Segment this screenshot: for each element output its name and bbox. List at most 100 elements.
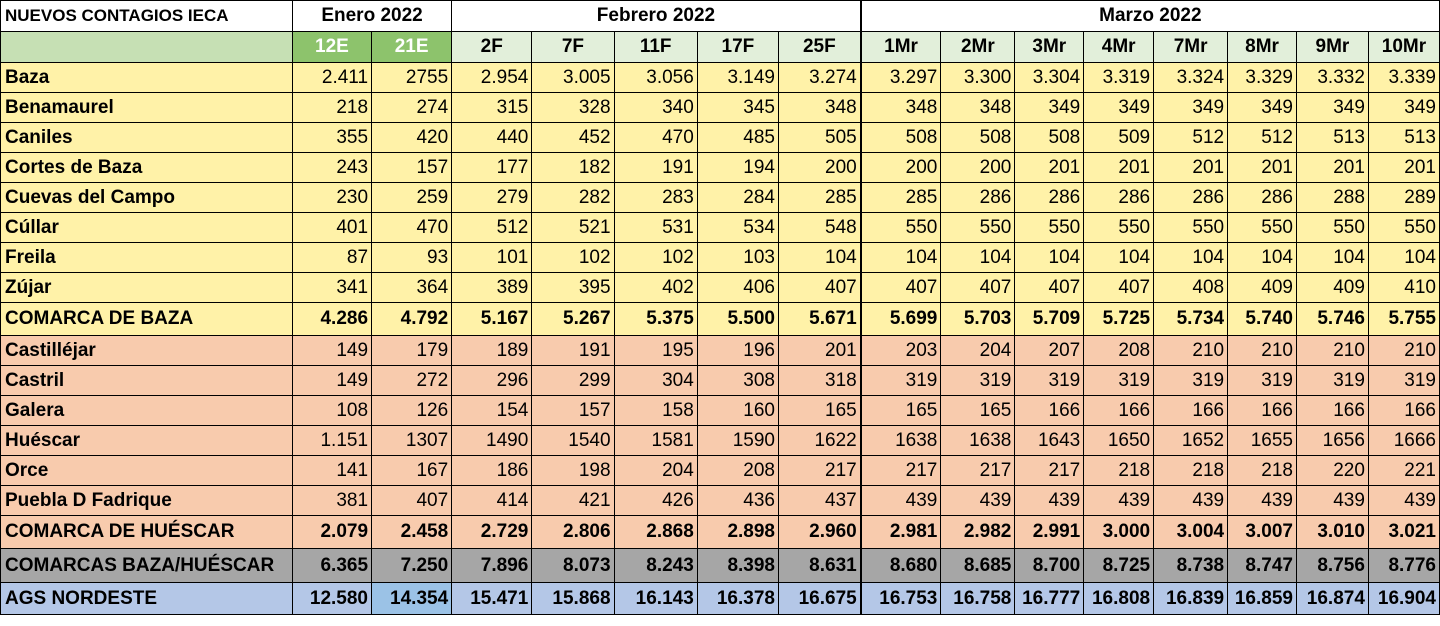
row-label[interactable]: Baza (0, 62, 293, 93)
value-cell[interactable]: 319 (1295, 365, 1369, 396)
value-cell[interactable]: 108 (291, 395, 373, 426)
value-cell[interactable]: 283 (613, 182, 698, 213)
value-cell[interactable]: 328 (531, 92, 615, 123)
value-cell[interactable]: 8.631 (777, 548, 862, 583)
value-cell[interactable]: 308 (696, 365, 779, 396)
value-cell[interactable]: 198 (531, 455, 615, 486)
date-header-11f[interactable]: 11F (613, 31, 698, 63)
value-cell[interactable]: 200 (777, 152, 862, 183)
value-cell[interactable]: 340 (613, 92, 698, 123)
value-cell[interactable]: 348 (777, 92, 862, 123)
row-label[interactable]: Zújar (0, 272, 293, 303)
value-cell[interactable]: 509 (1083, 122, 1155, 153)
value-cell[interactable]: 437 (777, 485, 862, 516)
value-cell[interactable]: 2.898 (696, 515, 779, 549)
value-cell[interactable]: 550 (1227, 212, 1297, 243)
value-cell[interactable]: 208 (1083, 335, 1155, 366)
value-cell[interactable]: 348 (859, 92, 942, 123)
value-cell[interactable]: 230 (291, 182, 373, 213)
value-cell[interactable]: 194 (696, 152, 779, 183)
value-cell[interactable]: 16.904 (1367, 582, 1440, 615)
value-cell[interactable]: 16.378 (696, 582, 779, 615)
value-cell[interactable]: 4.792 (371, 302, 453, 336)
value-cell[interactable]: 8.738 (1153, 548, 1229, 583)
value-cell[interactable]: 414 (451, 485, 533, 516)
value-cell[interactable]: 201 (1367, 152, 1440, 183)
value-cell[interactable]: 104 (777, 242, 862, 273)
value-cell[interactable]: 2.954 (451, 62, 533, 93)
value-cell[interactable]: 1638 (859, 425, 942, 456)
value-cell[interactable]: 2.960 (777, 515, 862, 549)
value-cell[interactable]: 508 (1014, 122, 1085, 153)
value-cell[interactable]: 319 (1014, 365, 1085, 396)
value-cell[interactable]: 349 (1014, 92, 1085, 123)
value-cell[interactable]: 167 (371, 455, 453, 486)
value-cell[interactable]: 282 (531, 182, 615, 213)
value-cell[interactable]: 16.859 (1227, 582, 1297, 615)
value-cell[interactable]: 319 (859, 365, 942, 396)
value-cell[interactable]: 550 (1295, 212, 1369, 243)
date-header-12e[interactable]: 12E (291, 31, 373, 63)
value-cell[interactable]: 381 (291, 485, 373, 516)
value-cell[interactable]: 550 (1367, 212, 1440, 243)
value-cell[interactable]: 179 (371, 335, 453, 366)
value-cell[interactable]: 3.319 (1083, 62, 1155, 93)
value-cell[interactable]: 3.274 (777, 62, 862, 93)
row-label[interactable]: COMARCA DE HUÉSCAR (0, 515, 293, 549)
value-cell[interactable]: 304 (613, 365, 698, 396)
value-cell[interactable]: 210 (1367, 335, 1440, 366)
value-cell[interactable]: 3.007 (1227, 515, 1297, 549)
value-cell[interactable]: 452 (531, 122, 615, 153)
value-cell[interactable]: 16.675 (777, 582, 862, 615)
value-cell[interactable]: 285 (859, 182, 942, 213)
value-cell[interactable]: 221 (1367, 455, 1440, 486)
value-cell[interactable]: 104 (940, 242, 1016, 273)
value-cell[interactable]: 508 (940, 122, 1016, 153)
row-label[interactable]: Freila (0, 242, 293, 273)
value-cell[interactable]: 1650 (1083, 425, 1155, 456)
value-cell[interactable]: 210 (1153, 335, 1229, 366)
value-cell[interactable]: 93 (371, 242, 453, 273)
value-cell[interactable]: 410 (1367, 272, 1440, 303)
value-cell[interactable]: 8.747 (1227, 548, 1297, 583)
value-cell[interactable]: 534 (696, 212, 779, 243)
month-header-febrero[interactable]: Febrero 2022 (451, 0, 862, 32)
value-cell[interactable]: 149 (291, 365, 373, 396)
value-cell[interactable]: 16.808 (1083, 582, 1155, 615)
value-cell[interactable]: 195 (613, 335, 698, 366)
value-cell[interactable]: 5.500 (696, 302, 779, 336)
value-cell[interactable]: 200 (940, 152, 1016, 183)
value-cell[interactable]: 289 (1367, 182, 1440, 213)
value-cell[interactable]: 389 (451, 272, 533, 303)
value-cell[interactable]: 186 (451, 455, 533, 486)
value-cell[interactable]: 8.073 (531, 548, 615, 583)
value-cell[interactable]: 8.756 (1295, 548, 1369, 583)
value-cell[interactable]: 218 (1153, 455, 1229, 486)
value-cell[interactable]: 439 (1083, 485, 1155, 516)
value-cell[interactable]: 5.699 (859, 302, 942, 336)
value-cell[interactable]: 3.010 (1295, 515, 1369, 549)
month-header-marzo[interactable]: Marzo 2022 (859, 0, 1440, 32)
value-cell[interactable]: 3.329 (1227, 62, 1297, 93)
value-cell[interactable]: 436 (696, 485, 779, 516)
value-cell[interactable]: 439 (1367, 485, 1440, 516)
value-cell[interactable]: 217 (940, 455, 1016, 486)
value-cell[interactable]: 407 (859, 272, 942, 303)
value-cell[interactable]: 7.896 (451, 548, 533, 583)
value-cell[interactable]: 5.709 (1014, 302, 1085, 336)
value-cell[interactable]: 5.725 (1083, 302, 1155, 336)
value-cell[interactable]: 217 (1014, 455, 1085, 486)
value-cell[interactable]: 341 (291, 272, 373, 303)
value-cell[interactable]: 2.458 (371, 515, 453, 549)
row-label[interactable]: COMARCAS BAZA/HUÉSCAR (0, 548, 293, 583)
value-cell[interactable]: 1638 (940, 425, 1016, 456)
date-header-2mr[interactable]: 2Mr (940, 31, 1016, 63)
value-cell[interactable]: 166 (1367, 395, 1440, 426)
value-cell[interactable]: 1655 (1227, 425, 1297, 456)
value-cell[interactable]: 191 (531, 335, 615, 366)
row-label[interactable]: Cúllar (0, 212, 293, 243)
value-cell[interactable]: 104 (1153, 242, 1229, 273)
value-cell[interactable]: 439 (940, 485, 1016, 516)
value-cell[interactable]: 208 (696, 455, 779, 486)
value-cell[interactable]: 319 (940, 365, 1016, 396)
